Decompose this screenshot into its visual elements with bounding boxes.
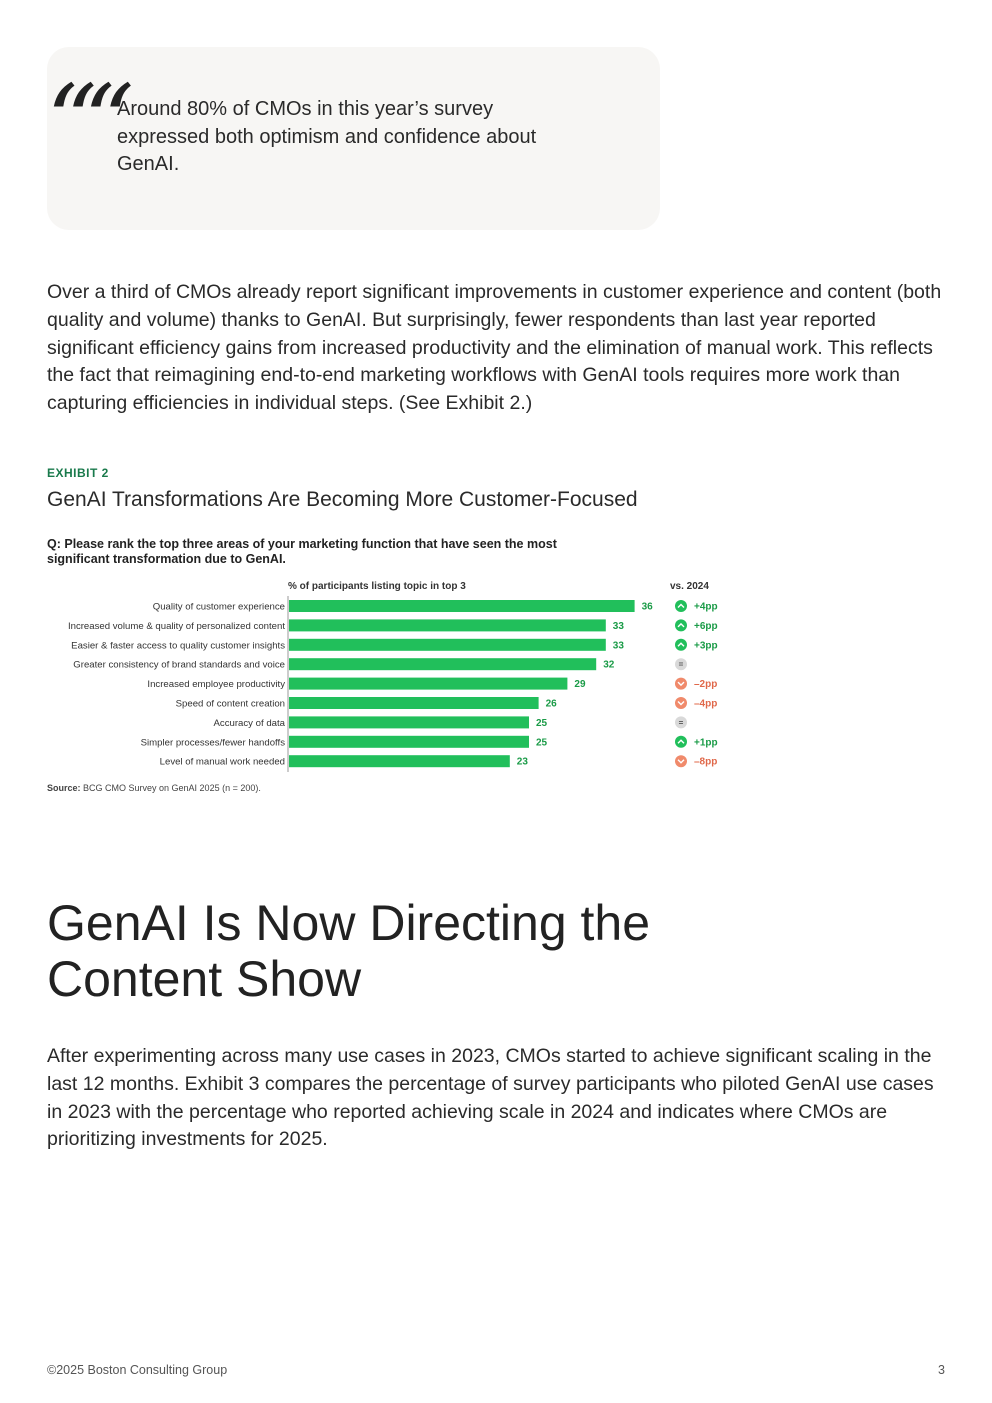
chart-bar	[289, 716, 529, 729]
change-label: =	[679, 718, 684, 727]
exhibit-title: GenAI Transformations Are Becoming More …	[47, 488, 638, 511]
chart-axis-label: % of participants listing topic in top 3	[288, 581, 466, 592]
quote-mark-icon: ““	[46, 63, 134, 180]
chevron-down-icon	[677, 681, 685, 687]
pull-quote-text: Around 80% of CMOs in this year’s survey…	[117, 98, 537, 175]
change-label: +4pp	[694, 602, 718, 613]
section-heading: GenAI Is Now Directing the Content Show	[47, 895, 651, 1007]
chart-bar	[289, 755, 510, 768]
chart-bar	[289, 600, 635, 612]
change-label: +6pp	[694, 621, 718, 632]
change-label: –2pp	[694, 679, 717, 690]
change-up-icon	[675, 619, 687, 632]
change-label: +1pp	[694, 737, 718, 748]
chart-bar	[289, 658, 597, 671]
change-down-icon	[675, 755, 687, 768]
bar-value-label: 33	[613, 640, 625, 651]
exhibit-label: EXHIBIT 2	[47, 466, 109, 480]
change-label: +3pp	[694, 640, 718, 651]
chevron-up-icon	[677, 739, 685, 744]
change-up-icon	[675, 638, 687, 651]
page-number: 3	[938, 1363, 945, 1377]
category-label: Quality of customer experience	[153, 602, 285, 613]
chart-bar	[289, 619, 606, 632]
bar-value-label: 25	[536, 737, 548, 748]
category-label: Increased employee productivity	[147, 679, 285, 690]
chevron-up-icon	[677, 642, 685, 647]
chart-bar	[289, 677, 568, 690]
change-up-icon	[675, 600, 687, 612]
bar-value-label: 33	[613, 621, 625, 632]
change-column-header: vs. 2024	[670, 581, 709, 592]
category-label: Accuracy of data	[214, 718, 286, 729]
category-label: Increased volume & quality of personaliz…	[68, 621, 285, 632]
chart-bar	[289, 697, 539, 709]
source-label: Source:	[47, 783, 81, 793]
change-label: –4pp	[694, 699, 717, 710]
change-down-icon	[675, 697, 687, 709]
bar-value-label: 29	[574, 679, 586, 690]
bar-value-label: 32	[603, 660, 615, 671]
chart-bar	[289, 735, 529, 748]
chevron-down-icon	[677, 759, 685, 764]
chart-bar	[289, 638, 606, 651]
category-label: Speed of content creation	[176, 699, 285, 710]
exhibit-bar-chart: % of participants listing topic in top 3…	[68, 581, 718, 772]
bar-value-label: 36	[642, 602, 654, 613]
change-label: –8pp	[694, 757, 717, 768]
chevron-up-icon	[677, 622, 685, 628]
category-label: Level of manual work needed	[160, 757, 285, 768]
change-up-icon	[675, 735, 687, 748]
bar-value-label: 23	[517, 757, 529, 768]
change-label: =	[679, 660, 684, 669]
survey-question: Q: Please rank the top three areas of yo…	[47, 537, 557, 566]
closing-paragraph: After experimenting across many use case…	[47, 1045, 934, 1151]
bar-value-label: 25	[536, 718, 548, 729]
chart-bars: Quality of customer experience 36 +4pp Incr…	[68, 600, 718, 768]
category-label: Easier & faster access to quality custom…	[71, 640, 285, 651]
category-label: Greater consistency of brand standards a…	[73, 660, 285, 671]
category-label: Simpler processes/fewer handoffs	[141, 737, 286, 748]
chevron-down-icon	[677, 701, 685, 706]
change-down-icon	[675, 677, 687, 690]
pull-quote-box	[47, 47, 660, 230]
change-flat-icon	[675, 658, 687, 671]
intro-paragraph: Over a third of CMOs already report sign…	[47, 281, 942, 415]
bar-value-label: 26	[546, 699, 558, 710]
exhibit-source: Source: BCG CMO Survey on GenAI 2025 (n …	[47, 783, 261, 793]
chevron-up-icon	[677, 603, 685, 608]
change-flat-icon	[675, 716, 687, 729]
source-text: BCG CMO Survey on GenAI 2025 (n = 200).	[80, 783, 261, 793]
footer-copyright: ©2025 Boston Consulting Group	[47, 1363, 228, 1377]
